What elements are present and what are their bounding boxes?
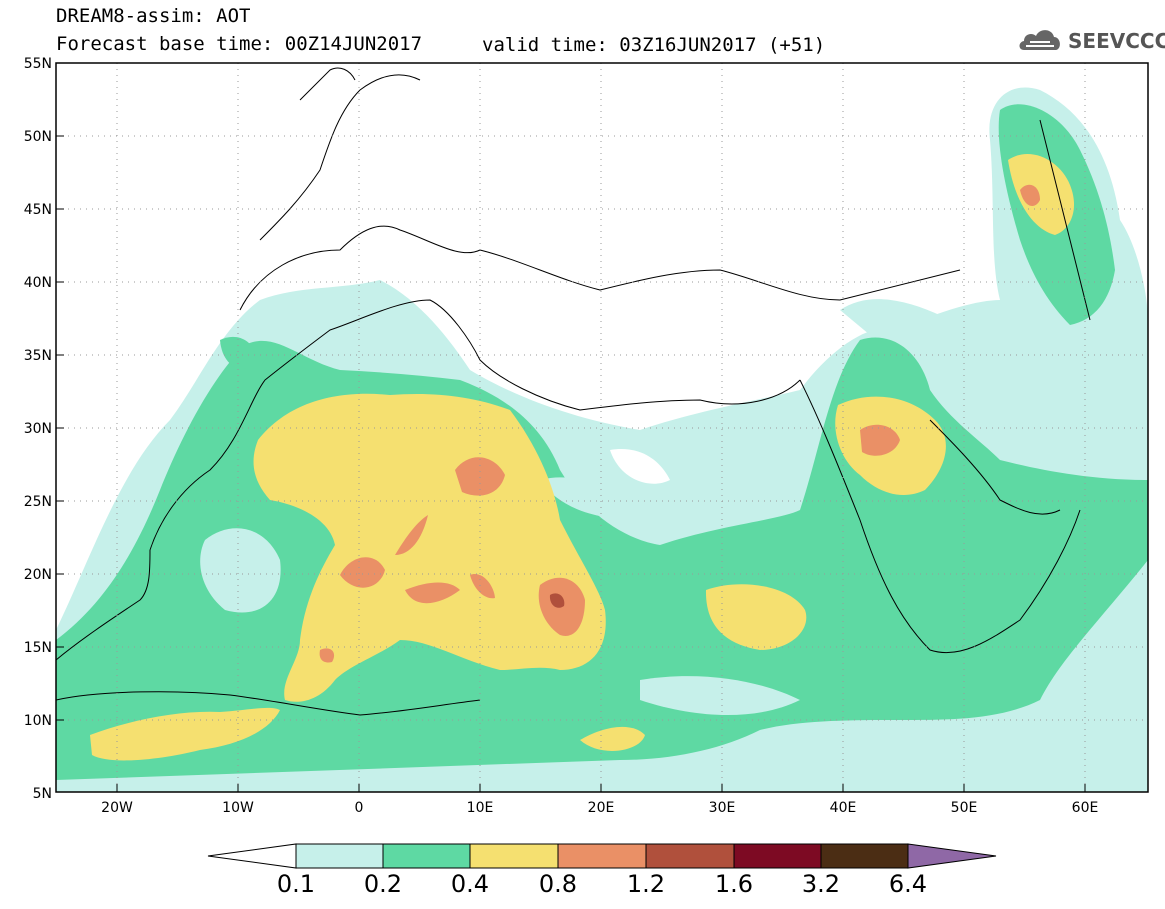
lon-label: 60E: [1072, 800, 1099, 816]
lat-label: 15N: [24, 640, 52, 656]
lat-label: 5N: [33, 786, 52, 802]
lat-label: 45N: [24, 202, 52, 218]
logo-text: SEEVCCC: [1068, 29, 1165, 53]
cloud-icon: [1019, 30, 1060, 50]
latitude-labels: 55N 50N 45N 40N 35N 30N 25N 20N 15N 10N …: [24, 56, 52, 802]
colorbar-label: 0.2: [364, 870, 402, 898]
lon-label: 40E: [830, 800, 857, 816]
lat-label: 20N: [24, 567, 52, 583]
valid-time: valid time: 03Z16JUN2017 (+51): [482, 34, 826, 56]
axis-ticks: [56, 62, 1086, 792]
forecast-base-time: Forecast base time: 00Z14JUN2017: [56, 33, 423, 55]
aot-contour-fills: [56, 87, 1148, 792]
colorbar-label: 0.8: [539, 870, 577, 898]
lat-label: 30N: [24, 421, 52, 437]
lon-label: 50E: [951, 800, 978, 816]
colorbar-over-triangle: [907, 843, 997, 869]
colorbar-swatch: [469, 843, 559, 869]
lat-label: 40N: [24, 275, 52, 291]
colorbar-label: 1.6: [715, 870, 753, 898]
lat-label: 55N: [24, 56, 52, 72]
colorbar-swatch: [733, 843, 822, 869]
colorbar-swatch: [645, 843, 735, 869]
longitude-labels: 20W 10W 0 10E 20E 30E 40E 50E 60E: [101, 800, 1098, 816]
coastlines: [56, 67, 1091, 716]
lon-label: 20W: [101, 800, 133, 816]
lat-label: 35N: [24, 348, 52, 364]
colorbar-swatch: [382, 843, 471, 869]
colorbar-swatch: [820, 843, 909, 869]
colorbar-label: 0.1: [277, 870, 315, 898]
colorbar-label: 1.2: [627, 870, 665, 898]
colorbar-label: 6.4: [889, 870, 927, 898]
product-title: DREAM8-assim: AOT: [56, 5, 251, 27]
colorbar-swatch: [295, 843, 384, 869]
seevccc-logo: SEEVCCC: [1016, 22, 1165, 58]
colorbar-under-triangle: [207, 843, 297, 869]
lat-label: 25N: [24, 494, 52, 510]
colorbar-label: 0.4: [451, 870, 489, 898]
lat-label: 10N: [24, 713, 52, 729]
graticule: [56, 63, 1148, 792]
lon-label: 10E: [467, 800, 494, 816]
colorbar-swatch: [557, 843, 647, 869]
lat-label: 50N: [24, 129, 52, 145]
lon-label: 20E: [588, 800, 615, 816]
lon-label: 10W: [222, 800, 254, 816]
lon-label: 0: [355, 800, 364, 816]
colorbar: 0.1 0.2 0.4 0.8 1.2 1.6 3.2 6.4: [207, 843, 997, 898]
lon-label: 30E: [709, 800, 736, 816]
colorbar-label: 3.2: [802, 870, 840, 898]
